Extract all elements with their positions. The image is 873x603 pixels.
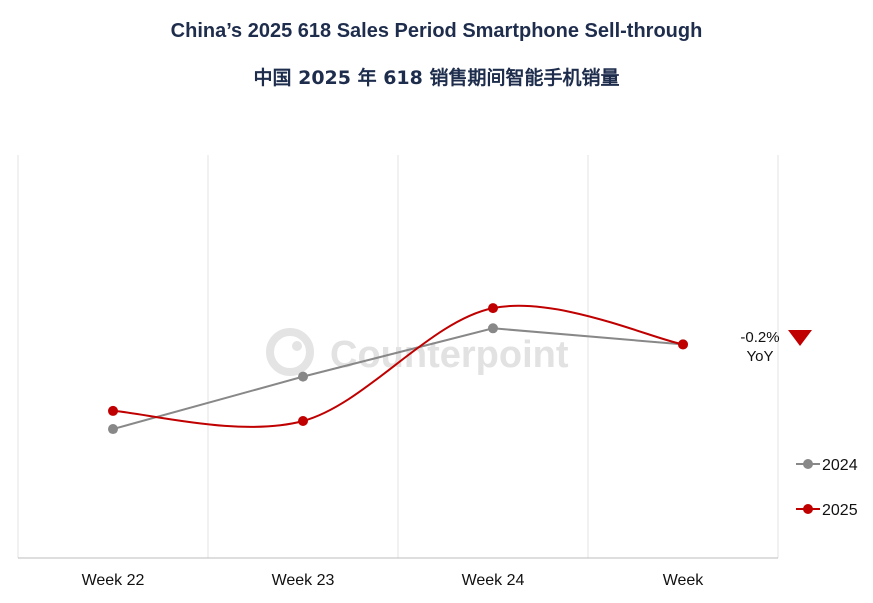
yoy-label: YoY xyxy=(747,348,774,365)
watermark-logo-icon xyxy=(266,328,314,376)
series-2025 xyxy=(108,303,688,428)
data-point xyxy=(108,405,118,416)
watermark: Counterpoint xyxy=(266,328,569,376)
series-layer xyxy=(108,303,688,435)
x-tick-label: Week 24 xyxy=(462,572,525,589)
chart-subtitle: 中国 2025 年 618 销售期间智能手机销量 xyxy=(253,67,620,89)
yoy-value: -0.2% xyxy=(740,329,779,346)
down-arrow-icon xyxy=(788,330,812,346)
legend-label: 2024 xyxy=(822,457,858,474)
legend-marker xyxy=(803,459,813,469)
series-line xyxy=(112,327,684,431)
chart-title: China’s 2025 618 Sales Period Smartphone… xyxy=(170,20,703,42)
x-axis-ticks: Week 22 Week 23 Week 24 Week xyxy=(82,572,705,589)
watermark-text: Counterpoint xyxy=(330,334,569,376)
series-2024 xyxy=(108,323,688,435)
gridlines xyxy=(17,155,779,559)
data-point xyxy=(488,323,498,334)
data-point xyxy=(488,303,498,314)
data-point xyxy=(678,339,688,350)
x-tick-label: Week 22 xyxy=(82,572,145,589)
series-line xyxy=(112,304,684,428)
data-point xyxy=(108,424,118,435)
watermark-logo-dot-icon xyxy=(292,341,302,351)
yoy-annotation: -0.2% YoY xyxy=(740,329,812,365)
legend-item: 2025 xyxy=(796,502,858,519)
legend-label: 2025 xyxy=(822,502,858,519)
legend: 2024 2025 xyxy=(796,457,858,519)
data-point xyxy=(298,415,308,426)
legend-marker xyxy=(803,504,813,514)
x-tick-label: Week 23 xyxy=(272,572,335,589)
x-tick-label: Week xyxy=(663,572,705,589)
data-point xyxy=(298,371,308,382)
legend-item: 2024 xyxy=(796,457,858,474)
